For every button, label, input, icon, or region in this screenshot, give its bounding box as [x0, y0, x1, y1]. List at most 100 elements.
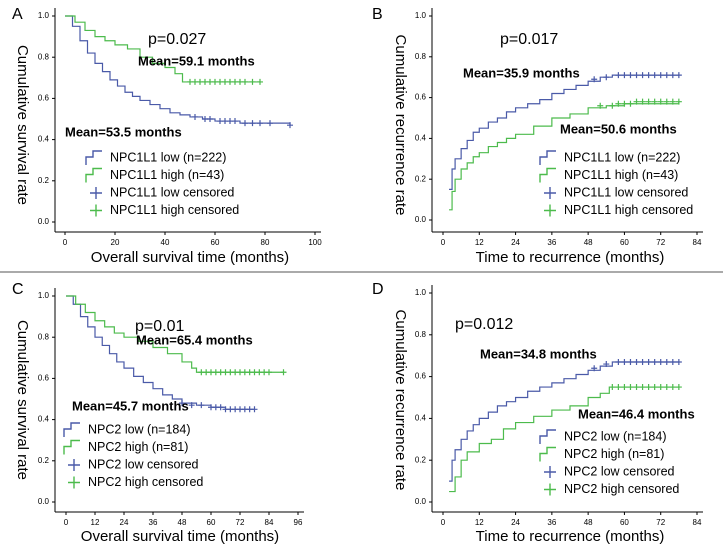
x-tick-label: 48 — [584, 238, 593, 247]
y-tick-label: 0.8 — [415, 330, 427, 339]
x-tick-label: 72 — [236, 518, 245, 527]
censor-mark — [663, 358, 670, 365]
x-tick-label: 72 — [656, 518, 665, 527]
x-tick-label: 60 — [211, 238, 220, 247]
legend-icon — [63, 439, 80, 455]
censor-mark — [217, 404, 224, 411]
censor-mark — [669, 72, 676, 79]
p-value: p=0.012 — [455, 316, 513, 333]
censor-mark — [627, 358, 634, 365]
censor-mark — [188, 402, 195, 409]
censor-mark — [179, 400, 185, 407]
p-value: p=0.027 — [148, 31, 206, 48]
censor-mark — [232, 118, 238, 125]
panel-label: B — [372, 6, 383, 23]
y-tick-label: 0.4 — [38, 135, 50, 144]
legend-label: NPC1L1 low (n=222) — [110, 150, 226, 164]
survival-curve — [449, 386, 679, 493]
legend-label: NPC1L1 high censored — [564, 203, 693, 217]
censor-mark — [615, 72, 622, 79]
mean-label: Mean=59.1 months — [138, 53, 255, 68]
censor-mark — [633, 384, 640, 391]
legend-label: NPC2 low (n=184) — [564, 429, 666, 443]
panel-label: C — [12, 281, 24, 298]
mean-label: Mean=46.4 months — [578, 406, 695, 421]
censor-mark — [657, 384, 664, 391]
legend-label: NPC1L1 low (n=222) — [564, 150, 680, 164]
y-tick-label: 0.8 — [415, 52, 427, 61]
censor-mark — [267, 120, 273, 127]
censor-mark — [657, 72, 664, 79]
censor-mark — [591, 365, 598, 372]
legend-label: NPC1L1 high censored — [110, 203, 239, 217]
x-tick-label: 0 — [441, 518, 446, 527]
legend-label: NPC2 high (n=81) — [564, 447, 664, 461]
censor-mark — [249, 120, 256, 127]
censor-mark — [675, 384, 682, 391]
survival-curve — [449, 74, 679, 190]
censor-mark — [639, 72, 646, 79]
y-tick-label: 1.0 — [415, 288, 427, 297]
censor-mark — [615, 358, 622, 365]
x-tick-label: 40 — [161, 238, 170, 247]
censor-mark — [242, 78, 248, 85]
survival-curve — [65, 15, 291, 126]
x-tick-label: 80 — [261, 238, 270, 247]
censor-mark — [207, 116, 213, 122]
censor-mark — [609, 102, 616, 109]
censor-mark — [675, 358, 682, 365]
censor-mark — [597, 102, 604, 109]
legend-icon — [539, 167, 556, 183]
censor-mark — [603, 74, 610, 81]
x-tick-label: 36 — [547, 238, 556, 247]
legend-label: NPC2 low censored — [88, 457, 199, 471]
legend-label: NPC2 high censored — [88, 475, 203, 489]
censor-mark — [645, 98, 652, 105]
censor-mark — [675, 98, 682, 105]
censor-mark — [657, 358, 664, 365]
legend-label: NPC1L1 low censored — [564, 185, 688, 199]
x-tick-label: 60 — [620, 518, 629, 527]
x-tick-label: 60 — [207, 518, 216, 527]
censor-mark — [251, 406, 258, 413]
legend-icon — [85, 167, 102, 183]
x-tick-label: 96 — [294, 518, 303, 527]
y-tick-label: 0.6 — [415, 93, 427, 102]
censor-mark — [651, 98, 658, 105]
y-tick-label: 0.0 — [415, 497, 427, 506]
censor-mark — [663, 384, 670, 391]
censor-mark — [615, 100, 622, 107]
censor-mark — [287, 122, 293, 129]
legend-icon — [539, 446, 556, 462]
censor-mark — [621, 358, 628, 365]
y-tick-label: 0.0 — [38, 497, 50, 506]
x-tick-label: 84 — [693, 518, 702, 527]
censor-mark — [645, 358, 652, 365]
legend-icon — [544, 483, 556, 496]
x-tick-label: 84 — [693, 238, 702, 247]
panel-label: D — [372, 281, 384, 298]
y-axis-label: Cumulative survival rate — [14, 45, 31, 205]
censor-mark — [280, 369, 287, 376]
censor-mark — [669, 358, 676, 365]
x-tick-label: 48 — [584, 518, 593, 527]
legend-label: NPC2 high (n=81) — [88, 440, 188, 454]
legend-icon — [63, 422, 80, 437]
censor-mark — [633, 358, 640, 365]
legend-label: NPC1L1 low censored — [110, 185, 234, 199]
x-tick-label: 0 — [63, 238, 68, 247]
censor-mark — [651, 358, 658, 365]
x-tick-label: 60 — [620, 238, 629, 247]
legend-label: NPC1L1 high (n=43) — [110, 168, 224, 182]
survival-curve — [66, 295, 284, 373]
x-tick-label: 0 — [64, 518, 69, 527]
x-tick-label: 72 — [656, 238, 665, 247]
censor-mark — [198, 402, 205, 409]
legend-icon — [90, 204, 102, 217]
legend-label: NPC1L1 high (n=43) — [564, 168, 678, 182]
censor-mark — [663, 98, 670, 105]
legend-icon — [68, 459, 80, 471]
x-axis-label: Overall survival time (months) — [91, 249, 289, 266]
